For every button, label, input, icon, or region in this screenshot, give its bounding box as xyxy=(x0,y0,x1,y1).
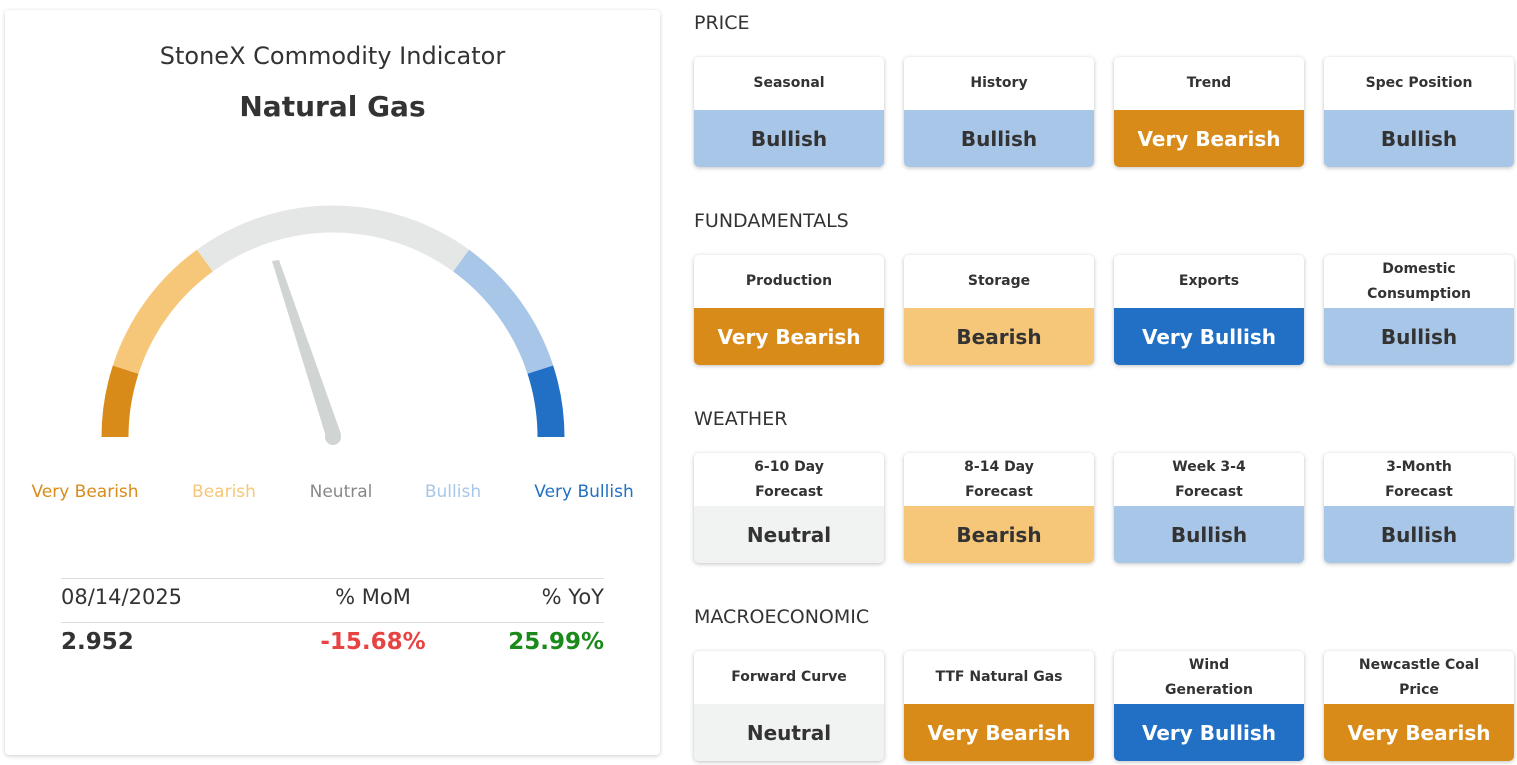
indicator-card: Wind Generation Very Bullish xyxy=(1114,651,1304,761)
gauge-label: Bearish xyxy=(192,482,256,502)
indicator-card: 8-14 Day Forecast Bearish xyxy=(904,453,1094,563)
table-value: -15.68% xyxy=(320,629,426,655)
gauge-needle-hub xyxy=(325,429,341,445)
card-label: Newcastle Coal Price xyxy=(1358,656,1480,698)
card-signal: Bullish xyxy=(1324,506,1514,563)
gauge-segment xyxy=(453,249,554,375)
table-rule xyxy=(61,622,604,623)
card-signal: Bullish xyxy=(1324,110,1514,167)
indicator-panel: StoneX Commodity Indicator Natural Gas V… xyxy=(5,10,660,755)
indicator-card: Seasonal Bullish xyxy=(694,57,884,167)
card-signal: Bullish xyxy=(1114,506,1304,563)
card-label: 3-Month Forecast xyxy=(1385,458,1453,500)
table-header: % YoY xyxy=(541,585,604,609)
card-signal: Bearish xyxy=(904,506,1094,563)
section-title: FUNDAMENTALS xyxy=(694,210,849,232)
card-label: TTF Natural Gas xyxy=(935,669,1063,685)
section-title: WEATHER xyxy=(694,408,788,430)
indicator-card: Storage Bearish xyxy=(904,255,1094,365)
card-signal: Very Bullish xyxy=(1114,308,1304,365)
card-signal: Bullish xyxy=(1324,308,1514,365)
card-signal: Bullish xyxy=(694,110,884,167)
card-label: Seasonal xyxy=(753,75,825,91)
gauge-needle xyxy=(272,260,341,440)
card-label: 6-10 Day Forecast xyxy=(754,458,824,500)
card-label: Forward Curve xyxy=(731,669,847,685)
indicator-card: Domestic Consumption Bullish xyxy=(1324,255,1514,365)
gauge-label: Very Bearish xyxy=(31,482,138,502)
indicator-card: TTF Natural Gas Very Bearish xyxy=(904,651,1094,761)
card-signal: Neutral xyxy=(694,506,884,563)
gauge: Very Bearish Bearish Neutral Bullish Very Bu… xyxy=(31,205,634,502)
table-value: 2.952 xyxy=(61,629,134,655)
table-header: % MoM xyxy=(335,585,411,609)
indicator-card: Forward Curve Neutral xyxy=(694,651,884,761)
panel-title: StoneX Commodity Indicator xyxy=(159,42,506,70)
gauge-segment xyxy=(112,249,213,375)
card-label: History xyxy=(970,75,1028,91)
gauge-segment xyxy=(527,365,565,438)
indicator-card: 6-10 Day Forecast Neutral xyxy=(694,453,884,563)
indicator-card: Production Very Bearish xyxy=(694,255,884,365)
table-header: 08/14/2025 xyxy=(61,585,183,609)
indicator-card: Trend Very Bearish xyxy=(1114,57,1304,167)
card-signal: Very Bearish xyxy=(1114,110,1304,167)
card-label: Spec Position xyxy=(1365,75,1473,91)
indicator-card: Spec Position Bullish xyxy=(1324,57,1514,167)
section-title: PRICE xyxy=(694,12,750,34)
card-signal: Very Bearish xyxy=(1324,704,1514,761)
card-label: Exports xyxy=(1178,273,1240,289)
indicator-card: Exports Very Bullish xyxy=(1114,255,1304,365)
card-signal: Bullish xyxy=(904,110,1094,167)
card-signal: Very Bearish xyxy=(904,704,1094,761)
indicator-card: Week 3-4 Forecast Bullish xyxy=(1114,453,1304,563)
gauge-label: Bullish xyxy=(425,482,481,502)
card-label: Production xyxy=(745,273,833,289)
gauge-segment xyxy=(101,365,139,438)
gauge-label: Very Bullish xyxy=(534,482,633,502)
table-rule xyxy=(61,578,604,579)
card-label: Storage xyxy=(967,273,1031,289)
commodity-name: Natural Gas xyxy=(239,90,426,123)
card-label: 8-14 Day Forecast xyxy=(964,458,1034,500)
indicator-card: 3-Month Forecast Bullish xyxy=(1324,453,1514,563)
card-label: Week 3-4 Forecast xyxy=(1172,458,1246,500)
card-signal: Very Bearish xyxy=(694,308,884,365)
gauge-segment xyxy=(196,205,470,272)
table-value: 25.99% xyxy=(508,629,604,655)
card-signal: Bearish xyxy=(904,308,1094,365)
card-signal: Neutral xyxy=(694,704,884,761)
card-label: Domestic Consumption xyxy=(1367,260,1471,302)
gauge-label: Neutral xyxy=(310,482,373,502)
card-signal: Very Bullish xyxy=(1114,704,1304,761)
card-label: Wind Generation xyxy=(1165,656,1253,698)
section-title: MACROECONOMIC xyxy=(694,606,870,628)
card-label: Trend xyxy=(1186,75,1232,91)
indicator-card: Newcastle Coal Price Very Bearish xyxy=(1324,651,1514,761)
indicator-card: History Bullish xyxy=(904,57,1094,167)
